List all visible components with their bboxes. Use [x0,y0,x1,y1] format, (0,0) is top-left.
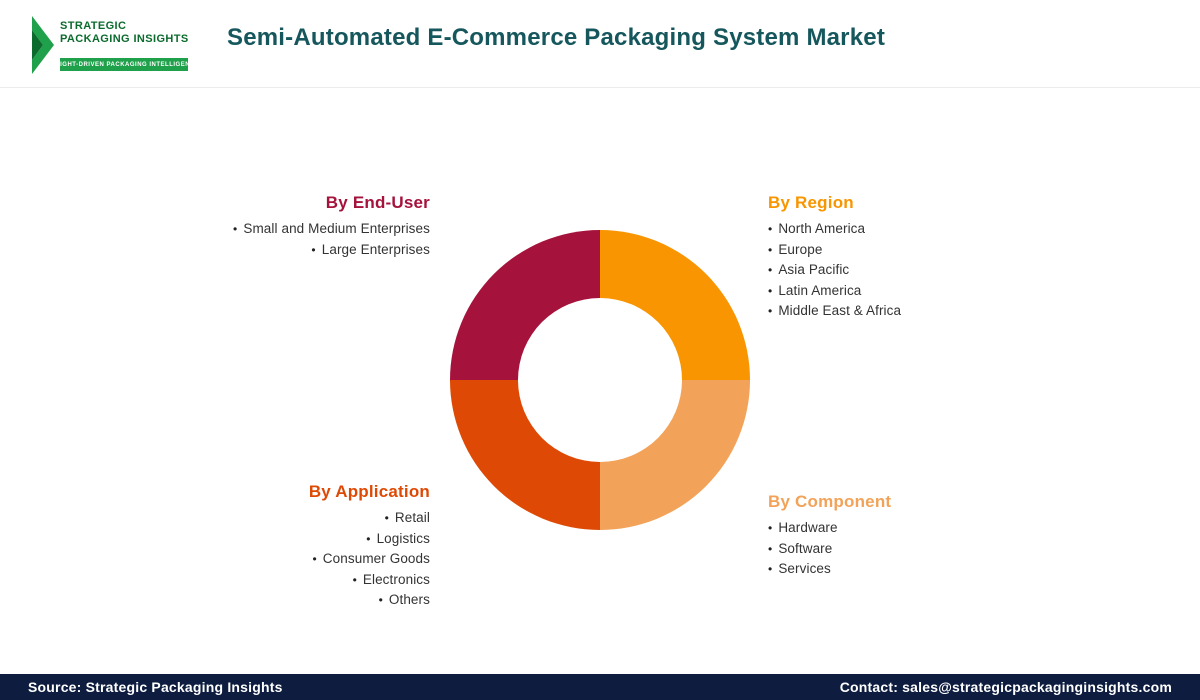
segment-item: Latin America [768,283,1128,298]
segment-item: Services [768,562,1128,576]
segment-item: Electronics [70,572,430,587]
segment-block-end-user: By End-User Small and Medium Enterprises… [70,193,430,263]
segment-item: Europe [768,242,1128,257]
segment-item: Software [768,541,1128,556]
segment-item: North America [768,222,1128,236]
segment-item: Retail [70,511,430,525]
segment-item: Small and Medium Enterprises [70,222,430,236]
brand-logo: STRATEGIC PACKAGING INSIGHTS INSIGHT-DRI… [30,14,199,76]
segment-item: Others [70,593,430,607]
logo-tagline: INSIGHT-DRIVEN PACKAGING INTELLIGENCE [49,58,199,71]
segment-heading-component: By Component [768,492,892,511]
donut-chart [450,230,750,530]
page-title: Semi-Automated E-Commerce Packaging Syst… [227,24,886,51]
segment-heading-end-user: By End-User [325,193,430,212]
segment-item: Consumer Goods [70,552,430,566]
segment-item: Middle East & Africa [768,304,1128,318]
segment-block-application: By Application Retail Logistics Consumer… [70,482,430,614]
logo-text: STRATEGIC PACKAGING INSIGHTS [60,20,189,45]
segment-item: Logistics [70,531,430,546]
segment-block-component: By Component Hardware Software Services [768,492,1128,583]
segment-item: Large Enterprises [70,242,430,257]
donut-hole [518,298,682,462]
logo-arrow-icon [32,16,54,74]
footer-contact: Contact: sales@strategicpackaginginsight… [839,679,1172,695]
footer-source: Source: Strategic Packaging Insights [28,679,283,695]
segment-heading-application: By Application [308,482,430,501]
footer-bar: Source: Strategic Packaging Insights Con… [0,674,1200,700]
segment-block-region: By Region North America Europe Asia Paci… [768,193,1128,325]
logo-line-2: PACKAGING INSIGHTS [60,32,189,45]
segment-item: Hardware [768,521,1128,535]
segment-item: Asia Pacific [768,263,1128,277]
segment-heading-region: By Region [768,193,854,212]
header: STRATEGIC PACKAGING INSIGHTS INSIGHT-DRI… [0,0,1200,88]
logo-line-1: STRATEGIC [60,20,127,32]
